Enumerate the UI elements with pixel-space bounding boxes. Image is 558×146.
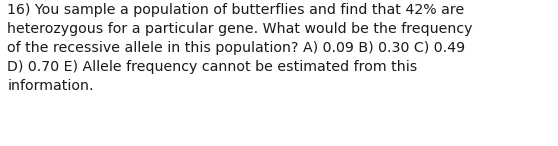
Text: 16) You sample a population of butterflies and find that 42% are
heterozygous fo: 16) You sample a population of butterfli… — [7, 3, 473, 93]
